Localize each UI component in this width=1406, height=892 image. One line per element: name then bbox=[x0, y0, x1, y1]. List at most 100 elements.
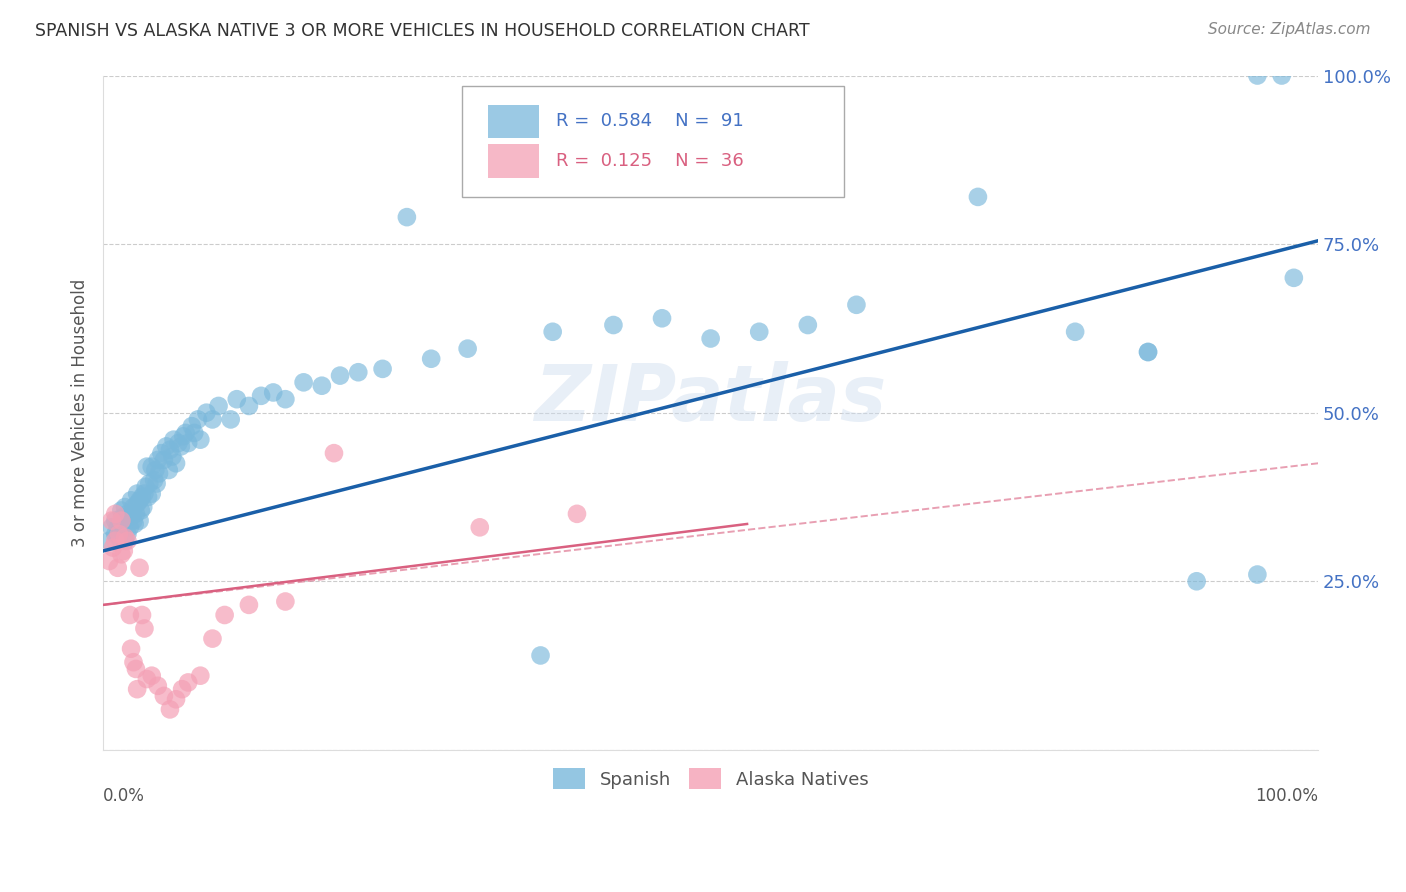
Point bbox=[110, 503, 132, 517]
Point bbox=[146, 453, 169, 467]
Point bbox=[124, 516, 146, 531]
Point bbox=[127, 486, 149, 500]
Point bbox=[165, 456, 187, 470]
Text: R =  0.125    N =  36: R = 0.125 N = 36 bbox=[557, 153, 744, 170]
Point bbox=[167, 436, 190, 450]
Point bbox=[225, 392, 247, 407]
Point bbox=[118, 520, 141, 534]
Point bbox=[128, 514, 150, 528]
Point bbox=[136, 490, 159, 504]
Point bbox=[187, 412, 209, 426]
Point bbox=[162, 450, 184, 464]
Point bbox=[219, 412, 242, 426]
Point bbox=[177, 436, 200, 450]
Point bbox=[214, 607, 236, 622]
Point bbox=[145, 476, 167, 491]
Point bbox=[157, 463, 180, 477]
Bar bbox=[488, 104, 540, 138]
Point bbox=[177, 675, 200, 690]
Point bbox=[117, 527, 139, 541]
Point bbox=[565, 507, 588, 521]
Point bbox=[141, 486, 163, 500]
Point bbox=[1185, 574, 1208, 589]
Point bbox=[162, 433, 184, 447]
Point bbox=[323, 446, 346, 460]
Point bbox=[134, 486, 156, 500]
Point bbox=[274, 594, 297, 608]
Point bbox=[183, 425, 205, 440]
Point bbox=[172, 429, 194, 443]
Point bbox=[108, 531, 131, 545]
Text: 100.0%: 100.0% bbox=[1256, 787, 1319, 805]
Point bbox=[131, 490, 153, 504]
FancyBboxPatch shape bbox=[461, 86, 844, 197]
Point bbox=[311, 378, 333, 392]
Point bbox=[104, 514, 127, 528]
Point bbox=[108, 527, 131, 541]
Point bbox=[153, 689, 176, 703]
Point bbox=[117, 533, 139, 548]
Point bbox=[114, 531, 136, 545]
Point bbox=[125, 662, 148, 676]
Point bbox=[118, 607, 141, 622]
Point bbox=[100, 520, 122, 534]
Point bbox=[420, 351, 443, 366]
Point bbox=[110, 514, 132, 528]
Point bbox=[127, 497, 149, 511]
Point bbox=[141, 459, 163, 474]
Bar bbox=[488, 145, 540, 178]
Point bbox=[145, 463, 167, 477]
Point bbox=[129, 503, 152, 517]
Point bbox=[1064, 325, 1087, 339]
Y-axis label: 3 or more Vehicles in Household: 3 or more Vehicles in Household bbox=[72, 278, 89, 547]
Point bbox=[1137, 345, 1160, 359]
Point bbox=[118, 510, 141, 524]
Point bbox=[112, 544, 135, 558]
Point bbox=[148, 467, 170, 481]
Point bbox=[201, 632, 224, 646]
Point bbox=[967, 190, 990, 204]
Point bbox=[201, 412, 224, 426]
Point bbox=[292, 376, 315, 390]
Point bbox=[541, 325, 564, 339]
Point bbox=[122, 500, 145, 514]
Point bbox=[262, 385, 284, 400]
Point bbox=[128, 561, 150, 575]
Point bbox=[159, 702, 181, 716]
Text: SPANISH VS ALASKA NATIVE 3 OR MORE VEHICLES IN HOUSEHOLD CORRELATION CHART: SPANISH VS ALASKA NATIVE 3 OR MORE VEHIC… bbox=[35, 22, 810, 40]
Point bbox=[98, 533, 121, 548]
Point bbox=[188, 433, 211, 447]
Point bbox=[104, 533, 127, 548]
Point bbox=[699, 332, 721, 346]
Point bbox=[529, 648, 551, 663]
Point bbox=[141, 668, 163, 682]
Text: 0.0%: 0.0% bbox=[103, 787, 145, 805]
Point bbox=[238, 399, 260, 413]
Point bbox=[395, 210, 418, 224]
Point bbox=[1271, 69, 1294, 83]
Point bbox=[180, 419, 202, 434]
Point bbox=[146, 679, 169, 693]
Point bbox=[135, 672, 157, 686]
Point bbox=[153, 453, 176, 467]
Point bbox=[120, 493, 142, 508]
Point bbox=[107, 520, 129, 534]
Point bbox=[468, 520, 491, 534]
Point bbox=[138, 476, 160, 491]
Point bbox=[1137, 345, 1160, 359]
Point bbox=[651, 311, 673, 326]
Point bbox=[111, 510, 134, 524]
Point bbox=[128, 493, 150, 508]
Point bbox=[250, 389, 273, 403]
Point bbox=[104, 527, 127, 541]
Point bbox=[347, 365, 370, 379]
Text: ZIPatlas: ZIPatlas bbox=[534, 361, 887, 437]
Point bbox=[174, 425, 197, 440]
Point bbox=[159, 442, 181, 457]
Point bbox=[125, 507, 148, 521]
Point bbox=[117, 507, 139, 521]
Point bbox=[1246, 567, 1268, 582]
Point bbox=[114, 500, 136, 514]
Point bbox=[457, 342, 479, 356]
Point bbox=[127, 682, 149, 697]
